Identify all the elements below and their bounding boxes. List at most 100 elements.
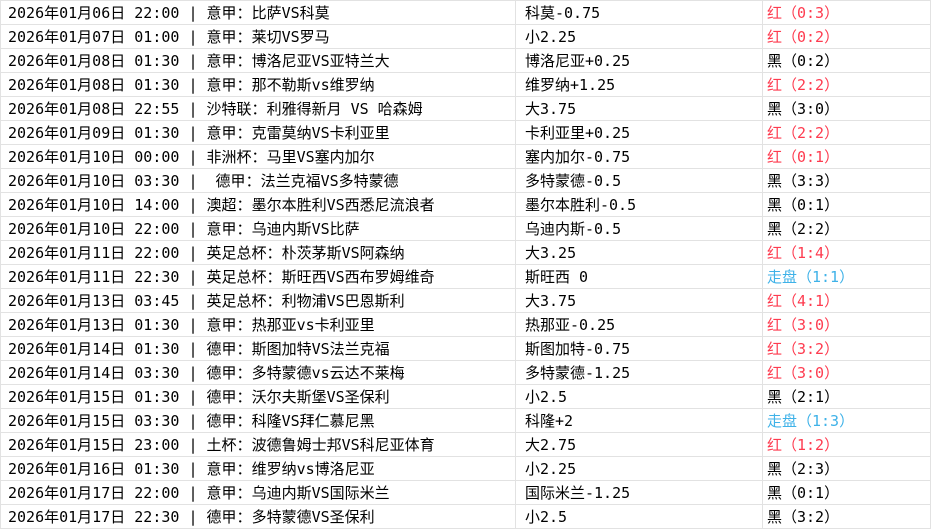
handicap-cell: 大3.25 [516,241,763,264]
match-info-cell: 2026年01月10日 14:00 | 澳超：墨尔本胜利VS西悉尼流浪者 [1,193,516,216]
colon-separator: ： [236,436,252,454]
match-datetime: 2026年01月10日 03:30 [8,172,180,190]
separator-bar: | [179,219,207,238]
match-teams: 斯旺西VS西布罗姆维奇 [281,268,435,286]
match-info-cell: 2026年01月11日 22:00 | 英足总杯：朴茨茅斯VS阿森纳 [1,241,516,264]
handicap-cell: 小2.5 [516,505,763,528]
colon-separator: ： [266,292,282,310]
result-cell: 黑（2:2） [767,220,840,238]
match-info-cell: 2026年01月16日 01:30 | 意甲：维罗纳vs博洛尼亚 [1,457,516,480]
result-cell: 红（4:1） [767,292,840,310]
colon-separator: ： [251,100,267,118]
result-cell: 红（0:2） [767,28,840,46]
table-row: 2026年01月14日 01:30 | 德甲：斯图加特VS法兰克福 斯图加特-0.… [1,337,930,361]
result-cell: 红（2:2） [767,124,840,142]
league-name: 英足总杯 [206,244,267,262]
colon-separator: ： [236,388,252,406]
table-row: 2026年01月15日 23:00 | 土杯：波德鲁姆士邦VS科尼亚体育 大2.7… [1,433,930,457]
result-cell: 黑（2:1） [767,388,840,406]
match-datetime: 2026年01月15日 03:30 [8,412,180,430]
match-teams: 科隆VS拜仁慕尼黑 [251,412,375,430]
separator-bar: | [179,3,207,22]
colon-separator: ： [236,52,252,70]
league-name: 意甲 [206,76,237,94]
table-row: 2026年01月07日 01:00 | 意甲：莱切VS罗马 小2.25 红（0:2） [1,25,930,49]
match-info-cell: 2026年01月17日 22:00 | 意甲：乌迪内斯VS国际米兰 [1,481,516,504]
handicap-cell: 大3.75 [516,97,763,120]
handicap-cell: 小2.25 [516,457,763,480]
match-datetime: 2026年01月11日 22:00 [8,244,180,262]
result-cell: 黑（0:1） [767,196,840,214]
separator-bar: | [179,507,207,526]
result-cell: 红（2:2） [767,76,840,94]
match-teams: 乌迪内斯VS比萨 [251,220,360,238]
table-row: 2026年01月10日 22:00 | 意甲：乌迪内斯VS比萨 乌迪内斯-0.5 黑… [1,217,930,241]
match-info-cell: 2026年01月13日 03:45 | 英足总杯：利物浦VS巴恩斯利 [1,289,516,312]
separator-bar: | [179,411,207,430]
match-info-cell: 2026年01月10日 22:00 | 意甲：乌迪内斯VS比萨 [1,217,516,240]
match-teams: 博洛尼亚VS亚特兰大 [251,52,390,70]
match-teams: 乌迪内斯VS国际米兰 [251,484,390,502]
handicap-cell: 科隆+2 [516,409,763,432]
match-info-cell: 2026年01月15日 03:30 | 德甲：科隆VS拜仁慕尼黑 [1,409,516,432]
match-datetime: 2026年01月17日 22:30 [8,508,180,526]
table-row: 2026年01月08日 01:30 | 意甲：博洛尼亚VS亚特兰大 博洛尼亚+0.… [1,49,930,73]
match-info-cell: 2026年01月08日 22:55 | 沙特联：利雅得新月 VS 哈森姆 [1,97,516,120]
match-teams: 法兰克福VS多特蒙德 [260,172,399,190]
match-info-cell: 2026年01月10日 03:30 | 德甲：法兰克福VS多特蒙德 [1,169,516,192]
colon-separator: ： [236,340,252,358]
colon-separator: ： [236,460,252,478]
table-row: 2026年01月08日 22:55 | 沙特联：利雅得新月 VS 哈森姆 大3.7… [1,97,930,121]
result-cell: 黑（0:1） [767,484,840,502]
separator-bar: | [179,387,207,406]
match-info-cell: 2026年01月14日 03:30 | 德甲：多特蒙德vs云达不莱梅 [1,361,516,384]
separator-bar: | [179,195,207,214]
result-cell: 红（0:1） [767,148,840,166]
league-name: 非洲杯 [206,148,252,166]
result-cell: 红（0:3） [767,4,840,22]
handicap-cell: 乌迪内斯-0.5 [516,217,763,240]
separator-bar: | [179,435,207,454]
match-teams: 朴茨茅斯VS阿森纳 [281,244,405,262]
result-cell: 黑（2:3） [767,460,840,478]
table-row: 2026年01月14日 03:30 | 德甲：多特蒙德vs云达不莱梅 多特蒙德-1… [1,361,930,385]
handicap-cell: 大2.75 [516,433,763,456]
handicap-cell: 博洛尼亚+0.25 [516,49,763,72]
table-row: 2026年01月17日 22:00 | 意甲：乌迪内斯VS国际米兰 国际米兰-1.… [1,481,930,505]
separator-bar: | [179,27,207,46]
match-datetime: 2026年01月15日 23:00 [8,436,180,454]
league-name: 德甲 [206,172,246,190]
league-name: 土杯 [206,436,237,454]
match-teams: 利物浦VS巴恩斯利 [281,292,405,310]
handicap-cell: 国际米兰-1.25 [516,481,763,504]
table-row: 2026年01月09日 01:30 | 意甲：克雷莫纳VS卡利亚里 卡利亚里+0.… [1,121,930,145]
match-datetime: 2026年01月08日 22:55 [8,100,180,118]
match-teams: 沃尔夫斯堡VS圣保利 [251,388,390,406]
match-datetime: 2026年01月10日 14:00 [8,196,180,214]
match-info-cell: 2026年01月08日 01:30 | 意甲：那不勒斯vs维罗纳 [1,73,516,96]
match-info-cell: 2026年01月17日 22:30 | 德甲：多特蒙德VS圣保利 [1,505,516,528]
table-row: 2026年01月10日 14:00 | 澳超：墨尔本胜利VS西悉尼流浪者 墨尔本胜… [1,193,930,217]
match-info-cell: 2026年01月09日 01:30 | 意甲：克雷莫纳VS卡利亚里 [1,121,516,144]
match-teams: 斯图加特VS法兰克福 [251,340,390,358]
match-info-cell: 2026年01月15日 23:00 | 土杯：波德鲁姆士邦VS科尼亚体育 [1,433,516,456]
result-cell: 走盘（1:1） [767,268,855,286]
handicap-cell: 科莫-0.75 [516,1,763,24]
league-name: 德甲 [206,508,237,526]
table-row: 2026年01月08日 01:30 | 意甲：那不勒斯vs维罗纳 维罗纳+1.25… [1,73,930,97]
match-datetime: 2026年01月14日 01:30 [8,340,180,358]
result-cell: 红（3:0） [767,364,840,382]
league-name: 意甲 [206,4,237,22]
league-name: 德甲 [206,340,237,358]
match-info-cell: 2026年01月11日 22:30 | 英足总杯：斯旺西VS西布罗姆维奇 [1,265,516,288]
separator-bar: | [179,483,207,502]
separator-bar: | [179,267,207,286]
league-name: 意甲 [206,460,237,478]
table-row: 2026年01月16日 01:30 | 意甲：维罗纳vs博洛尼亚 小2.25 黑（2… [1,457,930,481]
result-cell: 红（1:2） [767,436,840,454]
match-teams: 马里VS塞内加尔 [266,148,375,166]
match-datetime: 2026年01月08日 01:30 [8,76,180,94]
match-datetime: 2026年01月15日 01:30 [8,388,180,406]
handicap-cell: 小2.25 [516,25,763,48]
